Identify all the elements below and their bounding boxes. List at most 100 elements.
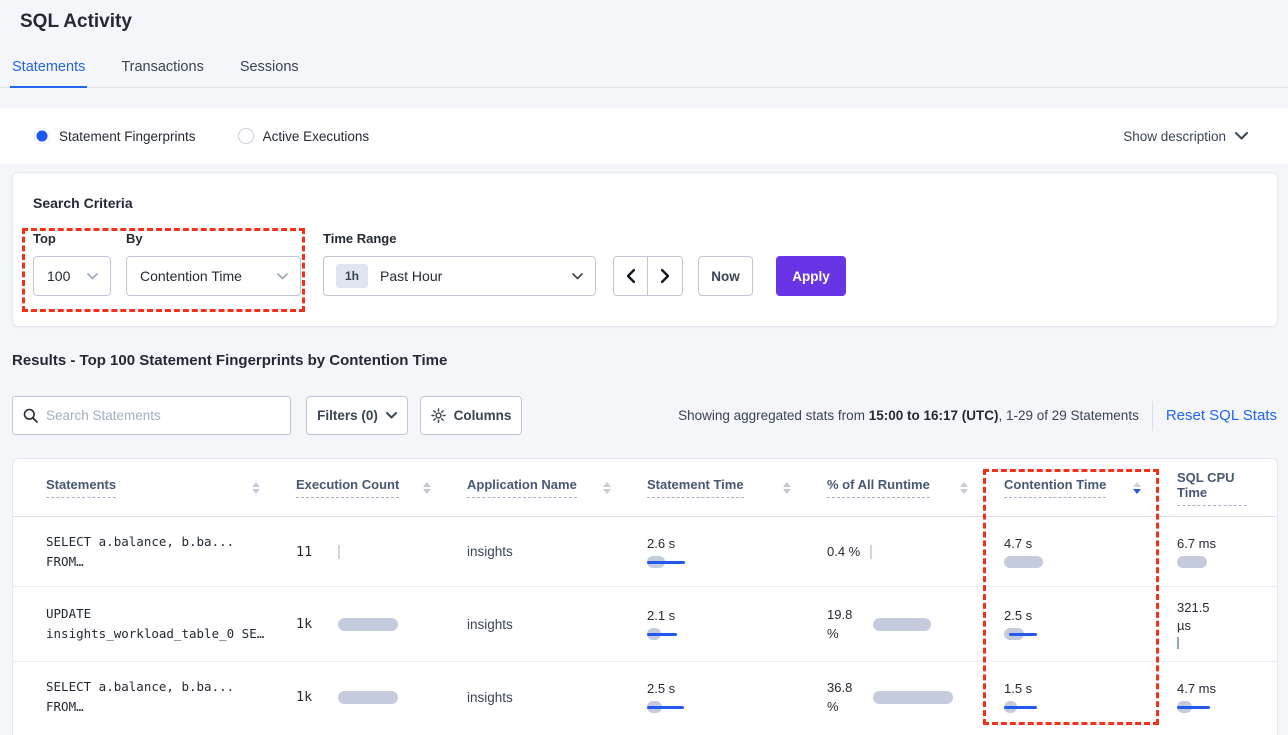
table-row[interactable]: SELECT a.balance, b.ba... FROM… 11 insig…: [13, 517, 1277, 587]
page-title: SQL Activity: [20, 11, 132, 32]
sort-icon[interactable]: [783, 481, 791, 494]
radio-statement-fingerprints[interactable]: Statement Fingerprints: [34, 128, 196, 144]
contention-time-value: 2.5 s: [1004, 608, 1033, 623]
table-row[interactable]: SELECT a.balance, b.ba... FROM… 1k insig…: [13, 662, 1277, 732]
top-select-value: 100: [47, 268, 71, 284]
application-name-cell: insights: [467, 689, 513, 705]
runtime-pct-bar: [873, 617, 931, 631]
table-header-row: Statements Execution Count Application N…: [13, 459, 1277, 517]
statement-line2: FROM…: [46, 699, 84, 714]
next-range-button[interactable]: [648, 257, 682, 295]
show-description-label: Show description: [1123, 128, 1226, 144]
chevron-down-icon: [87, 272, 110, 280]
tab-sessions[interactable]: Sessions: [239, 59, 299, 75]
statement-line1: UPDATE: [46, 606, 92, 621]
column-label: Statements: [46, 477, 117, 498]
statement-fingerprint[interactable]: SELECT a.balance, b.ba... FROM…: [46, 532, 296, 572]
chevron-down-icon: [1235, 132, 1248, 140]
tab-statements[interactable]: Statements: [10, 55, 88, 88]
sql-cpu-time-value: 6.7 ms: [1177, 535, 1217, 551]
sort-icon[interactable]: [960, 481, 968, 494]
aggregated-stats-text: Showing aggregated stats from 15:00 to 1…: [678, 408, 1139, 423]
stats-zone: Showing aggregated stats from 15:00 to 1…: [678, 396, 1277, 435]
sql-cpu-time-bar: [1177, 637, 1179, 649]
contention-time-bar: [1004, 628, 1064, 640]
filters-button[interactable]: Filters (0): [306, 396, 408, 435]
execution-count-bar: [338, 617, 398, 631]
runtime-pct-cell: 19.8 %: [827, 605, 1004, 643]
execution-count-value: 1k: [296, 616, 313, 632]
previous-range-button[interactable]: [614, 257, 648, 295]
column-header-application-name[interactable]: Application Name: [467, 477, 647, 498]
runtime-pct-cell: 0.4 %: [827, 544, 1004, 559]
statements-table: Statements Execution Count Application N…: [12, 458, 1278, 735]
execution-count-cell: 1k: [296, 689, 467, 705]
time-range-select[interactable]: 1h Past Hour: [323, 256, 596, 296]
runtime-pct-value: 19.8: [827, 607, 853, 622]
execution-count-bar: [338, 544, 340, 559]
by-select[interactable]: Contention Time: [126, 256, 301, 296]
sql-cpu-time-unit: µs: [1177, 618, 1191, 633]
runtime-pct-unit: %: [827, 699, 839, 714]
radio-unselected-icon[interactable]: [237, 128, 254, 144]
application-name-cell: insights: [467, 616, 513, 632]
column-header-statements[interactable]: Statements: [46, 477, 296, 498]
column-label: Application Name: [467, 477, 577, 498]
statement-line2: insights_workload_table_0 SE…: [46, 626, 265, 641]
reset-sql-stats-link[interactable]: Reset SQL Stats: [1165, 407, 1277, 424]
sort-icon[interactable]: [423, 481, 431, 494]
execution-count-bar: [338, 690, 398, 704]
chevron-down-icon: [277, 272, 300, 280]
radio-active-executions[interactable]: Active Executions: [237, 128, 369, 144]
sort-icon[interactable]: [252, 481, 260, 494]
contention-time-bar: [1004, 701, 1064, 713]
chevron-left-icon: [626, 269, 635, 283]
statement-fingerprint[interactable]: SELECT a.balance, b.ba... FROM…: [46, 677, 296, 717]
sql-cpu-time-cell: 4.7 ms: [1177, 681, 1277, 713]
column-header-sql-cpu-time[interactable]: SQL CPU Time: [1177, 470, 1277, 506]
contention-time-value: 4.7 s: [1004, 535, 1033, 551]
apply-button[interactable]: Apply: [776, 256, 846, 296]
contention-time-bar: [1004, 555, 1064, 568]
time-range-pager: [613, 256, 683, 296]
statement-time-cell: 2.5 s: [647, 681, 827, 713]
column-header-execution-count[interactable]: Execution Count: [296, 477, 467, 498]
filters-label: Filters (0): [317, 408, 378, 423]
sort-icon[interactable]: [603, 481, 611, 494]
gear-icon: [430, 408, 446, 423]
column-label: % of All Runtime: [827, 477, 930, 498]
show-description-toggle[interactable]: Show description: [1123, 129, 1248, 144]
statement-line1: SELECT a.balance, b.ba...: [46, 679, 235, 694]
column-header-contention-time[interactable]: Contention Time: [1004, 477, 1177, 498]
column-header-statement-time[interactable]: Statement Time: [647, 477, 827, 498]
contention-time-cell: 4.7 s: [1004, 536, 1177, 568]
column-label: Execution Count: [296, 477, 400, 498]
search-statements-box: [12, 396, 291, 435]
tab-bar: Statements Transactions Sessions: [0, 55, 1288, 88]
results-heading: Results - Top 100 Statement Fingerprints…: [12, 352, 448, 369]
runtime-pct-cell: 36.8 %: [827, 678, 1004, 716]
runtime-pct-value: 36.8: [827, 680, 853, 695]
radio-label: Statement Fingerprints: [59, 128, 196, 144]
stats-suffix: , 1-29 of 29 Statements: [998, 408, 1139, 423]
radio-selected-icon[interactable]: [34, 128, 50, 144]
table-row[interactable]: UPDATE insights_workload_table_0 SE… 1k …: [13, 587, 1277, 662]
time-range-label: Time Range: [323, 231, 397, 246]
application-name-cell: insights: [467, 544, 513, 559]
column-header-runtime-pct[interactable]: % of All Runtime: [827, 477, 1004, 498]
stats-range: 15:00 to 16:17 (UTC): [868, 408, 999, 423]
view-toggle-bar: Statement Fingerprints Active Executions…: [0, 108, 1288, 164]
sql-cpu-time-cell: 6.7 ms: [1177, 536, 1277, 568]
sort-icon-active-desc[interactable]: [1133, 481, 1141, 494]
tab-transactions[interactable]: Transactions: [121, 59, 204, 75]
now-button[interactable]: Now: [698, 256, 753, 296]
sql-cpu-time-bar: [1177, 701, 1237, 713]
search-statements-input[interactable]: [46, 408, 280, 423]
statement-time-bar: [647, 628, 707, 640]
top-select[interactable]: 100: [33, 256, 111, 296]
statement-fingerprint[interactable]: UPDATE insights_workload_table_0 SE…: [46, 604, 296, 644]
contention-time-value: 1.5 s: [1004, 681, 1033, 696]
column-label: SQL CPU Time: [1177, 470, 1247, 506]
execution-count-value: 1k: [296, 689, 313, 705]
columns-button[interactable]: Columns: [420, 396, 522, 435]
